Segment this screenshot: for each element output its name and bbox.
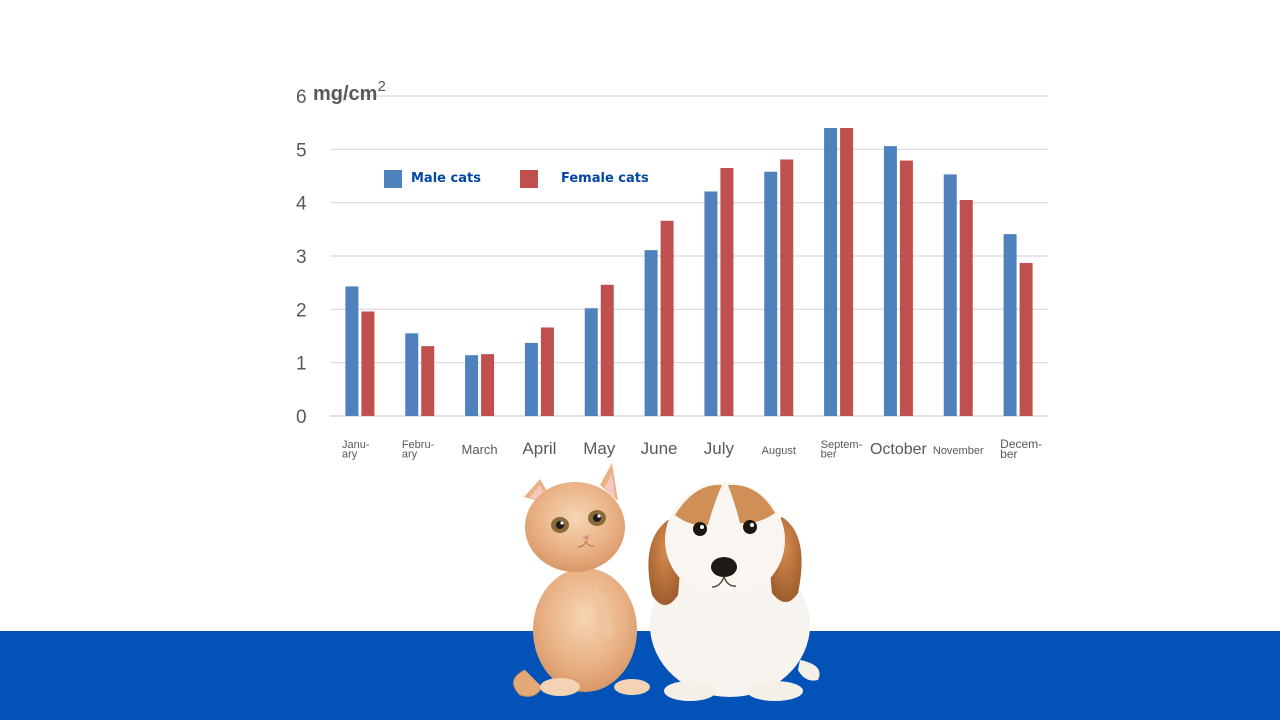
bar-female — [481, 354, 495, 416]
bar-female — [660, 220, 674, 416]
legend-label-male: Male cats — [411, 171, 481, 186]
bar-female — [361, 311, 375, 416]
bar-male — [764, 171, 778, 416]
y-tick-label: 4 — [296, 194, 307, 215]
bar-male — [883, 146, 897, 416]
x-tick-label: November — [933, 445, 984, 457]
x-tick-label: July — [704, 439, 735, 458]
bar-male — [584, 308, 598, 416]
x-tick-label: Septem-ber — [821, 439, 863, 460]
gridlines — [330, 95, 1048, 417]
x-tick-label: Janu-ary — [342, 439, 370, 460]
bar-male — [524, 342, 538, 416]
y-tick-label: 1 — [296, 354, 307, 375]
x-tick-label: Febru-ary — [402, 439, 435, 460]
bar-female — [540, 327, 554, 416]
bar-female — [720, 168, 734, 416]
bar-male — [1003, 234, 1017, 416]
legend: Male cats Female cats — [384, 170, 649, 188]
y-tick-label: 6 — [296, 87, 307, 108]
unit-base: mg/cm — [313, 83, 377, 105]
y-axis-unit: mg/cm2 — [313, 78, 386, 105]
bars — [345, 128, 1033, 416]
bar-male — [345, 286, 359, 416]
y-tick-label: 2 — [296, 300, 307, 321]
x-tick-label: April — [522, 439, 556, 458]
x-tick-label: March — [462, 442, 498, 457]
kitten — [513, 463, 650, 697]
footer-band — [0, 631, 1280, 720]
bar-female — [780, 159, 794, 416]
x-tick-label: May — [583, 439, 616, 458]
bar-female — [1019, 262, 1033, 416]
y-tick-label: 3 — [296, 247, 307, 268]
bar-male — [405, 333, 419, 416]
bar-female — [899, 160, 913, 416]
x-tick-label: October — [870, 441, 928, 458]
bar-male — [704, 191, 718, 416]
legend-label-female: Female cats — [561, 171, 649, 186]
bar-male — [465, 355, 479, 416]
x-tick-label: August — [762, 445, 796, 457]
bar-female — [421, 346, 435, 416]
legend-swatch-female — [520, 170, 538, 188]
y-axis-labels: 0 1 2 3 4 5 6 — [296, 87, 307, 428]
x-tick-label: June — [641, 439, 678, 458]
puppy — [648, 482, 820, 701]
bar-male — [943, 174, 957, 416]
bar-female — [959, 200, 973, 416]
monthly-bar-chart: 0 1 2 3 4 5 6 Janu-ary Febru-ary March April May Ju… — [296, 78, 1048, 461]
bar-female — [600, 284, 614, 416]
y-tick-label: 0 — [296, 407, 307, 428]
bar-female — [840, 128, 854, 416]
x-tick-label: Decem-ber — [1000, 437, 1042, 461]
legend-swatch-male — [384, 170, 402, 188]
unit-exponent: 2 — [377, 78, 385, 95]
bar-male — [644, 250, 658, 416]
bar-male — [824, 128, 838, 416]
y-tick-label: 5 — [296, 140, 307, 161]
kitten-and-puppy-illustration — [513, 463, 820, 701]
x-axis-labels: Janu-ary Febru-ary March April May June July Au… — [342, 437, 1042, 461]
